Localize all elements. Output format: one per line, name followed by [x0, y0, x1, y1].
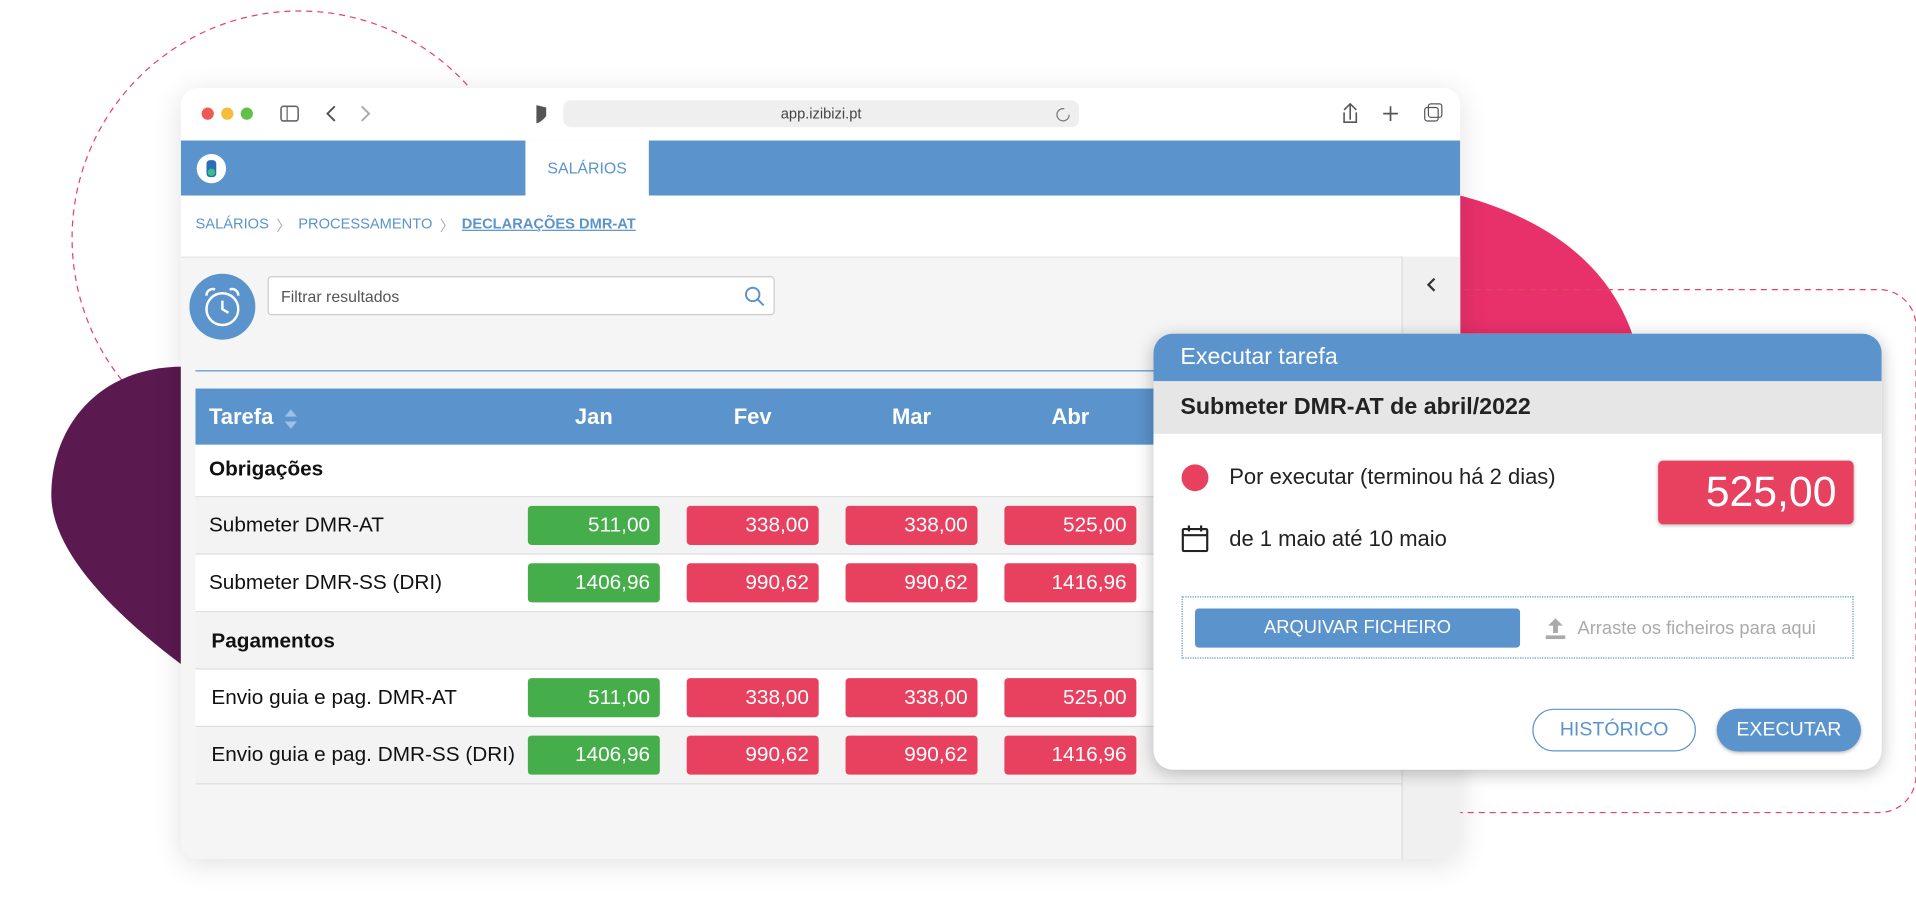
url[interactable]: app.izibizi.pt — [780, 105, 862, 123]
breadcrumb: SALÁRIOS 〉 PROCESSAMENTO 〉 DECLARAÇÕES DMR… — [195, 215, 636, 235]
period-text: de 1 maio até 10 maio — [1229, 526, 1447, 552]
header-cell[interactable]: Tarefa — [208, 404, 274, 429]
value-cell[interactable]: 511,00 — [527, 678, 660, 718]
browser-window: app.izibizi.pt SALÁRIOS SALÁRIOS 〉 PROCES… — [180, 87, 1461, 859]
breadcrumb-item[interactable]: PROCESSAMENTO — [298, 215, 433, 233]
task-name: Envio guia e pag. DMR-SS (DRI) — [211, 742, 516, 767]
group-title: Obrigações — [208, 456, 324, 481]
amount: 525,00 — [1658, 460, 1854, 525]
value-cell[interactable]: 1406,96 — [527, 735, 660, 775]
search-box[interactable]: Filtrar resultados — [267, 276, 775, 316]
calendar-icon — [1181, 525, 1209, 553]
status-dot — [1181, 464, 1209, 492]
header-cell: Fev — [733, 404, 772, 429]
breadcrumb-item[interactable]: DECLARAÇÕES DMR-AT — [461, 215, 636, 233]
value-cell[interactable]: 511,00 — [527, 505, 660, 545]
value-cell[interactable]: 525,00 — [1004, 505, 1137, 545]
value-cell[interactable]: 1416,96 — [1004, 563, 1137, 603]
status-text: Por executar (terminou há 2 dias) — [1229, 464, 1556, 489]
sort-icon[interactable] — [283, 408, 298, 430]
value-cell[interactable]: 1406,96 — [527, 563, 660, 603]
task-name: Envio guia e pag. DMR-AT — [211, 685, 457, 709]
value-cell[interactable]: 338,00 — [686, 505, 819, 545]
group-title: Pagamentos — [211, 629, 335, 653]
value-cell[interactable]: 990,62 — [686, 563, 819, 603]
header-cell: Abr — [1051, 404, 1090, 429]
value-cell[interactable]: 338,00 — [845, 678, 978, 718]
header-cell: Mar — [891, 404, 932, 429]
task-name: Submeter DMR-SS (DRI) — [208, 570, 443, 594]
upload-icon — [1545, 618, 1566, 640]
browser-toolbar — [201, 100, 1443, 128]
collapse-icon[interactable] — [1425, 276, 1440, 293]
history-button[interactable]: HISTÓRICO — [1532, 708, 1696, 752]
dialog-subtitle: Submeter DMR-AT de abril/2022 — [1153, 381, 1882, 434]
logo[interactable] — [196, 153, 228, 185]
breadcrumb-item[interactable]: SALÁRIOS — [195, 215, 269, 233]
value-cell[interactable]: 990,62 — [845, 563, 978, 603]
header-cell: Jan — [574, 404, 613, 429]
value-cell[interactable]: 1416,96 — [1004, 735, 1137, 775]
search-placeholder: Filtrar resultados — [281, 287, 400, 306]
value-cell[interactable]: 525,00 — [1004, 678, 1137, 718]
divider — [195, 370, 1155, 372]
dialog-title: Executar tarefa — [1153, 333, 1882, 382]
value-cell[interactable]: 338,00 — [845, 505, 978, 545]
search-icon[interactable] — [744, 286, 766, 308]
nav-bar: SALÁRIOS — [180, 140, 1461, 196]
task-dialog: Executar tarefa Submeter DMR-AT de abril… — [1153, 333, 1882, 770]
value-cell[interactable]: 990,62 — [686, 735, 819, 775]
upload-button[interactable]: ARQUIVAR FICHEIRO — [1195, 608, 1521, 648]
execute-button[interactable]: EXECUTAR — [1716, 708, 1861, 752]
nav-tab[interactable]: SALÁRIOS — [525, 140, 649, 196]
task-name: Submeter DMR-AT — [208, 513, 385, 537]
value-cell[interactable]: 338,00 — [686, 678, 819, 718]
value-cell[interactable]: 990,62 — [845, 735, 978, 775]
drop-zone[interactable]: ARQUIVAR FICHEIRO Arraste os ficheiros p… — [1181, 596, 1854, 659]
drop-hint: Arraste os ficheiros para aqui — [1577, 618, 1816, 640]
task-row: Submeter DMR-SS (DRI) 1406,96 990,62 990,62… — [195, 554, 1402, 613]
alarm-icon — [189, 273, 256, 340]
